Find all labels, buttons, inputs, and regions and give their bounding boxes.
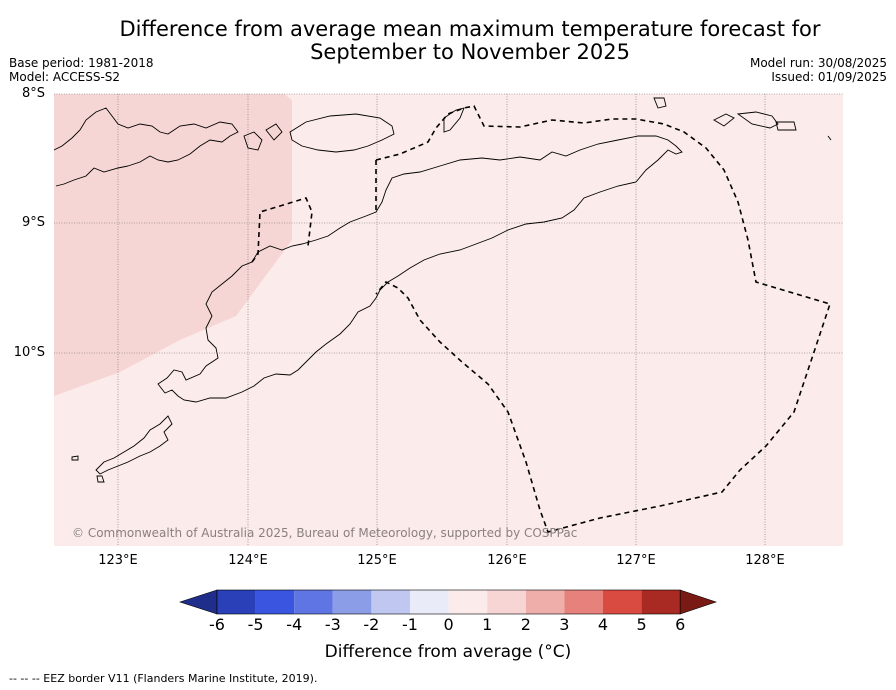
tiny-island-2 [96,475,105,483]
meta-left: Base period: 1981-2018 Model: ACCESS-S2 [9,56,154,84]
colorbar-tick-label: -6 [209,615,225,634]
north-island-5 [713,113,735,127]
copyright-notice: © Commonwealth of Australia 2025, Bureau… [72,526,578,540]
colorbar-tick-label: -4 [286,615,303,634]
tiny-island-1 [71,455,79,461]
lon-label-128e: 128°E [745,553,785,568]
colorbar-cell [217,590,256,614]
lon-label-124e: 124°E [228,553,268,568]
map-title: Difference from average mean maximum tem… [0,18,896,64]
colorbar-cell [448,590,488,614]
colorbar-tick-label: -5 [247,615,264,634]
colorbar-tick-label: 1 [482,615,493,634]
colorbar-tick-label: -1 [402,615,418,634]
colorbar-cell [525,590,565,614]
south-island [95,415,173,475]
colorbar-title: Difference from average (°C) [324,642,572,662]
lon-label-125e: 125°E [357,553,397,568]
meta-right: Model run: 30/08/2025 Issued: 01/09/2025 [750,56,887,84]
colorbar-cell [487,590,526,614]
lat-label-9s: 9°S [21,215,45,230]
eez-border [251,105,832,533]
colorbar-cell [371,590,410,614]
title-line-2: September to November 2025 [310,40,630,64]
lat-label-10s: 10°S [13,345,45,360]
colorbar-tick-label: -2 [363,615,380,634]
colorbar-tick-label: 5 [636,615,647,634]
colorbar-tick-label: 2 [520,615,531,634]
north-island-9 [265,123,283,141]
north-island-7 [775,121,797,131]
eez-timor-leste [375,105,832,533]
lon-label-123e: 123°E [98,553,138,568]
coastlines [53,97,832,483]
model-name: Model: ACCESS-S2 [9,70,121,84]
colorbar-cell [332,590,372,614]
colorbar-cell [603,590,642,614]
lon-label-127e: 127°E [616,553,656,568]
tiny-island-3 [827,135,832,141]
colorbar-cell [564,590,603,614]
colorbar-cell [410,590,449,614]
colorbar [179,589,717,615]
north-island-4 [653,97,667,109]
north-island-2 [289,113,395,153]
title-line-1: Difference from average mean maximum tem… [119,17,821,41]
colorbar-cell [255,590,295,614]
timor-coastline [157,135,683,403]
colorbar-arrow-right [679,589,717,615]
north-island-3 [443,107,465,133]
eez-legend-footnote: -- -- -- EEZ border V11 (Flanders Marine… [9,672,318,685]
base-period: Base period: 1981-2018 [9,56,154,70]
north-island-1 [53,107,239,187]
eez-oecusse [251,197,313,263]
north-island-8 [243,131,263,151]
colorbar-tick-label: 4 [597,615,609,634]
colorbar-cell [294,590,333,614]
lat-label-8s: 8°S [21,86,45,101]
lon-label-126e: 126°E [487,553,527,568]
colorbar-arrow-left [179,589,218,615]
issued-date: Issued: 01/09/2025 [771,70,887,84]
colorbar-outline [216,589,681,615]
gridlines [54,93,843,546]
colorbar-tick-label: 3 [559,615,570,634]
colorbar-tick-label: -3 [324,615,341,634]
north-island-6 [736,111,779,129]
colorbar-tick-label: 0 [443,615,454,634]
colorbar-cell [641,590,681,614]
colorbar-tick-label: 6 [675,615,686,634]
model-run: Model run: 30/08/2025 [749,56,887,70]
